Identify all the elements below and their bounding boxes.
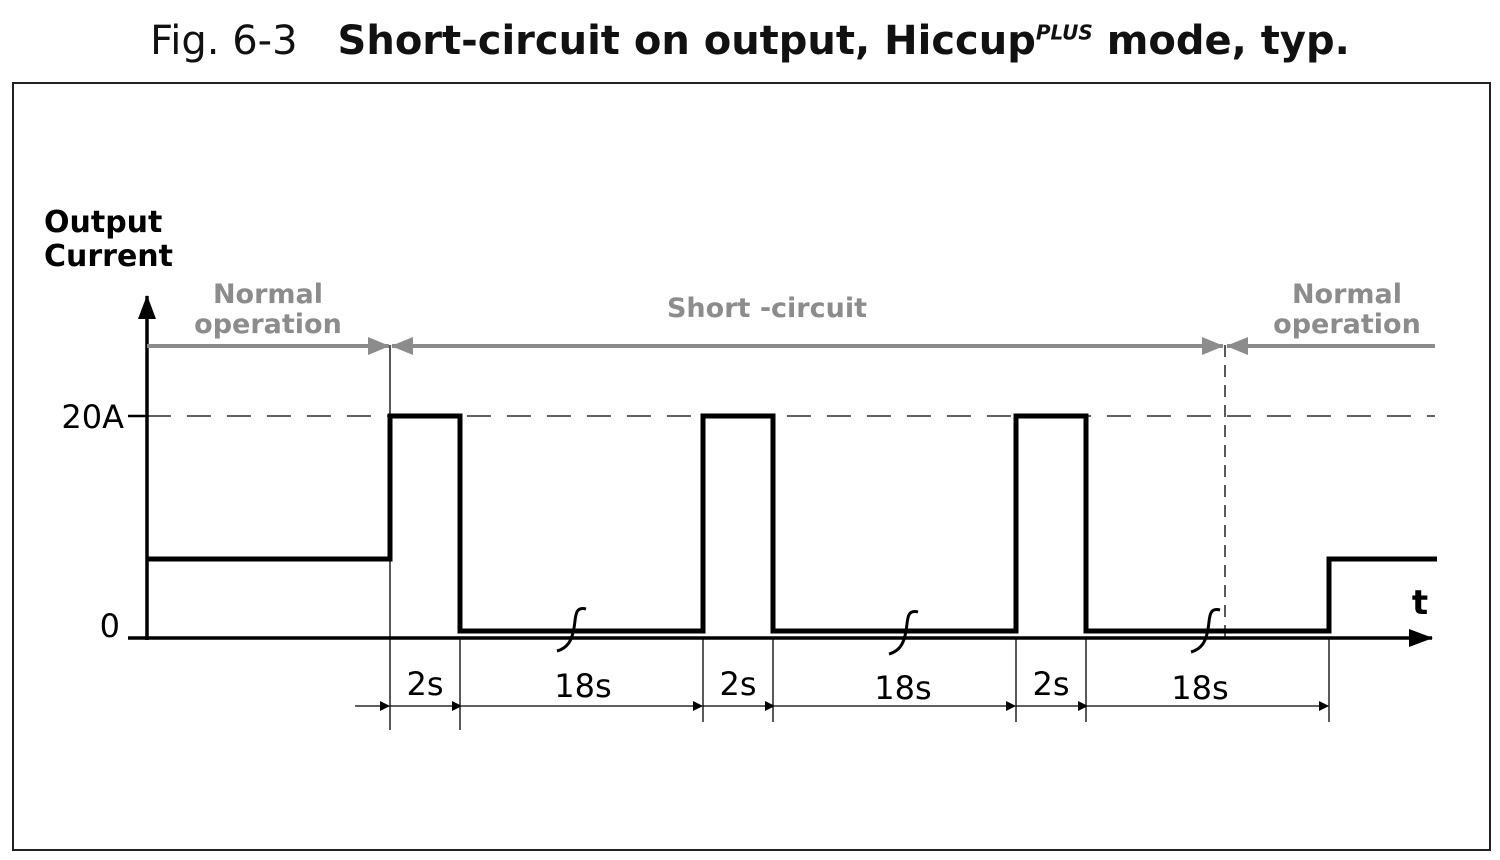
- duration-label: 2s: [719, 665, 756, 703]
- phase-label-normal-left-2: operation: [194, 309, 342, 340]
- y-tick-label-20a: 20A: [61, 398, 124, 436]
- figure-number: Fig. 6-3: [150, 18, 298, 64]
- title-text: Short-circuit on output, Hiccup: [337, 18, 1036, 64]
- duration-label: 18s: [874, 669, 931, 707]
- y-tick-label-0: 0: [100, 607, 120, 645]
- duration-label: 2s: [1032, 665, 1069, 703]
- break-mark: [1190, 608, 1221, 654]
- figure-title: Fig. 6-3 Short-circuit on output, HiccupP…: [0, 18, 1500, 64]
- y-axis-label-2: Current: [44, 239, 173, 274]
- break-mark: [888, 610, 919, 656]
- phase-label-normal-right-2: operation: [1273, 309, 1421, 340]
- x-axis-label: t: [1412, 583, 1428, 623]
- duration-label: 18s: [554, 667, 611, 705]
- frame: [12, 82, 1491, 851]
- y-axis-label: Output: [44, 205, 162, 240]
- phase-label-short-circuit: Short -circuit: [667, 293, 867, 324]
- title-text-end: mode, typ.: [1092, 18, 1350, 64]
- break-mark: [556, 607, 587, 653]
- phase-label-normal-left: Normal: [213, 279, 323, 310]
- title-superscript: PLUS: [1035, 20, 1093, 45]
- duration-label: 18s: [1171, 669, 1228, 707]
- duration-label: 2s: [406, 665, 443, 703]
- phase-label-normal-right: Normal: [1292, 279, 1402, 310]
- output-current-waveform: [147, 413, 1437, 634]
